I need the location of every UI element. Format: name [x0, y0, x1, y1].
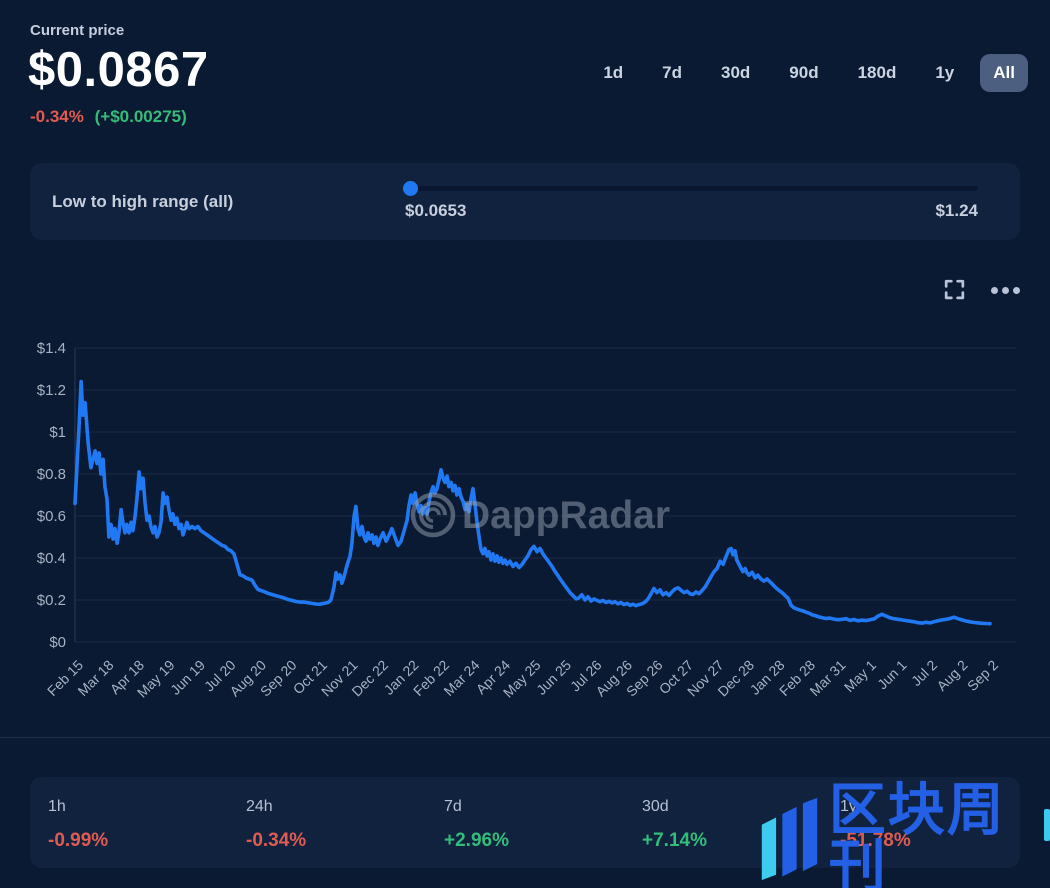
timeframe-1y[interactable]: 1y: [922, 54, 967, 92]
fullscreen-icon[interactable]: [942, 277, 967, 302]
stat-value: +7.14%: [642, 830, 707, 851]
timeframe-selector: 1d 7d 30d 90d 180d 1y All: [590, 52, 1028, 94]
timeframe-all[interactable]: All: [980, 54, 1028, 92]
site-watermark-accent: [1043, 809, 1050, 841]
chart-y-axis: $1.4 $1.2 $1 $0.8 $0.6 $0.4 $0.2 $0: [37, 340, 66, 651]
x-axis-label: Aug 2: [933, 657, 970, 694]
stat-label: 1h: [48, 798, 66, 815]
y-axis-label: $0: [49, 634, 66, 651]
dappradar-watermark-text: DappRadar: [462, 494, 670, 537]
stat-24h: 24h -0.34%: [228, 777, 426, 868]
y-axis-label: $1.4: [37, 340, 66, 357]
site-watermark: 区块周刊: [760, 782, 1050, 888]
stat-7d: 7d +2.96%: [426, 777, 624, 868]
stat-value: +2.96%: [444, 830, 509, 851]
x-axis-label: Jun 1: [874, 657, 910, 693]
more-options-icon[interactable]: [991, 284, 1021, 296]
stat-label: 7d: [444, 798, 462, 815]
timeframe-7d[interactable]: 7d: [649, 54, 695, 92]
chart-price-line: [73, 379, 992, 626]
timeframe-90d[interactable]: 90d: [776, 54, 831, 92]
dappradar-logo-icon: [410, 492, 456, 538]
site-watermark-text: 区块周刊: [828, 778, 1006, 888]
price-change-row: -0.34% (+$0.00275): [30, 107, 187, 127]
y-axis-label: $0.2: [37, 592, 66, 609]
timeframe-1d[interactable]: 1d: [590, 54, 636, 92]
stat-value: -0.99%: [48, 830, 109, 851]
current-price-label: Current price: [30, 22, 125, 39]
y-axis-label: $0.4: [37, 550, 66, 567]
timeframe-30d[interactable]: 30d: [708, 54, 763, 92]
stat-value: -51.78%: [840, 830, 911, 851]
range-high-value: $1.24: [935, 201, 978, 220]
current-price-value: $0.0867: [28, 43, 209, 97]
y-axis-label: $1: [49, 424, 66, 441]
site-watermark-logo-icon: [761, 797, 818, 881]
price-change-absolute: (+$0.00275): [94, 107, 187, 126]
stat-1h: 1h -0.99%: [30, 777, 228, 868]
range-low-value: $0.0653: [405, 201, 467, 220]
range-slider-track[interactable]: [405, 186, 978, 191]
y-axis-label: $1.2: [37, 382, 66, 399]
y-axis-label: $0.8: [37, 466, 66, 483]
range-panel-label: Low to high range (all): [52, 192, 234, 211]
y-axis-label: $0.6: [37, 508, 66, 525]
x-axis-label: Jun 25: [533, 657, 574, 698]
range-slider-handle[interactable]: [403, 181, 418, 196]
stat-label: 30d: [642, 798, 669, 815]
stat-label: 1y: [840, 798, 857, 815]
timeframe-180d[interactable]: 180d: [845, 54, 910, 92]
price-change-percent: -0.34%: [30, 107, 84, 126]
dappradar-watermark: DappRadar: [410, 492, 670, 538]
stat-value: -0.34%: [246, 830, 307, 851]
stat-label: 24h: [246, 798, 273, 815]
stat-30d: 30d +7.14%: [624, 777, 822, 868]
range-panel: Low to high range (all) $0.0653 $1.24: [30, 163, 1020, 240]
x-axis-label: Jun 19: [167, 657, 208, 698]
x-axis-label: Sep 2: [964, 657, 1001, 694]
performance-stats-panel: 1h -0.99% 24h -0.34% 7d +2.96% 30d +7.14% 1y -51.…: [30, 777, 1020, 868]
x-axis-label: May 1: [841, 657, 879, 695]
section-divider: [0, 737, 1050, 738]
price-series-line: [73, 379, 992, 626]
stat-1y: 1y -51.78%: [822, 777, 1020, 868]
